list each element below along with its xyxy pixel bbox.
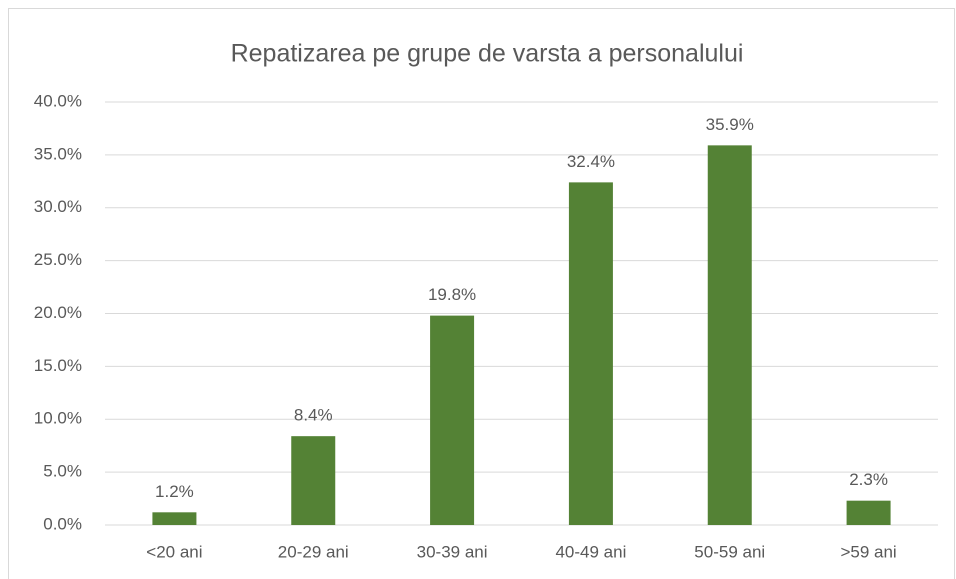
x-tick-label: 50-59 ani (694, 542, 765, 561)
y-tick-label: 40.0% (34, 91, 82, 110)
data-label: 8.4% (294, 406, 333, 425)
x-tick-label: >59 ani (840, 542, 896, 561)
y-tick-label: 15.0% (34, 356, 82, 375)
chart-title: Repatizarea pe grupe de varsta a persona… (231, 40, 744, 68)
y-tick-label: 30.0% (34, 197, 82, 216)
data-label: 19.8% (428, 285, 476, 304)
y-tick-label: 25.0% (34, 250, 82, 269)
bar (707, 145, 752, 526)
bar (430, 315, 475, 525)
chart-frame (8, 8, 955, 579)
bar (291, 436, 336, 525)
data-label: 32.4% (567, 152, 615, 171)
y-tick-label: 0.0% (43, 514, 82, 533)
x-tick-label: <20 ani (146, 542, 202, 561)
bar (846, 500, 891, 525)
y-tick-label: 20.0% (34, 303, 82, 322)
x-tick-label: 40-49 ani (555, 542, 626, 561)
bar (152, 512, 197, 525)
data-label: 2.3% (849, 470, 888, 489)
y-tick-label: 10.0% (34, 409, 82, 428)
bar (568, 182, 613, 525)
x-tick-label: 20-29 ani (278, 542, 349, 561)
x-tick-label: 30-39 ani (417, 542, 488, 561)
y-tick-label: 35.0% (34, 144, 82, 163)
y-tick-label: 5.0% (43, 462, 82, 481)
data-label: 35.9% (706, 115, 754, 134)
data-label: 1.2% (155, 482, 194, 501)
